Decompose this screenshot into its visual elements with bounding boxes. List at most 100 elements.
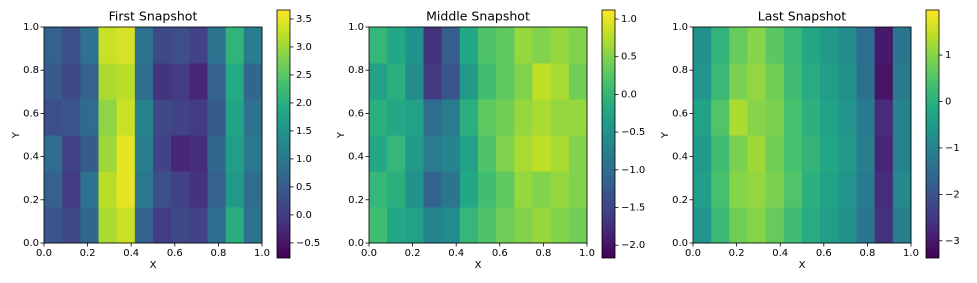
heat-cell	[80, 207, 99, 244]
heat-cell	[693, 207, 712, 244]
x-tick-label: 0.0	[361, 248, 377, 259]
heat-cell	[153, 99, 172, 136]
heat-cell	[514, 27, 533, 64]
heat-cell	[874, 63, 894, 100]
heat-cell	[171, 171, 190, 208]
heat-cell	[783, 63, 803, 100]
colorbar-tick-label: 1.0	[296, 154, 312, 165]
heat-cell	[765, 207, 785, 244]
chart-title: Last Snapshot	[758, 9, 847, 24]
heat-cell	[711, 207, 730, 244]
y-tick-label: 0.8	[348, 65, 364, 76]
heat-cell	[44, 135, 63, 172]
y-tick-label: 1.0	[348, 22, 364, 33]
heat-cell	[532, 27, 552, 64]
heat-cell	[496, 27, 515, 64]
heat-cell	[80, 99, 99, 136]
plot-frame	[692, 26, 912, 244]
heat-cell	[478, 171, 497, 208]
heat-cell	[747, 171, 767, 208]
heat-cell	[532, 99, 552, 136]
heat-cell	[856, 135, 876, 172]
heat-cell	[892, 171, 912, 208]
heat-cell	[478, 99, 497, 136]
heat-cell	[171, 135, 190, 172]
heat-cell	[207, 27, 227, 64]
heat-cell	[838, 99, 857, 136]
heat-cell	[496, 207, 515, 244]
heat-cell	[44, 171, 63, 208]
colorbar	[601, 9, 616, 259]
colorbar-tick-label: 1	[945, 50, 951, 61]
heat-cell	[387, 63, 406, 100]
heat-cell	[765, 135, 785, 172]
x-tick-label: 0.6	[492, 248, 508, 259]
heat-cell	[856, 27, 876, 64]
heat-cell	[189, 63, 208, 100]
heat-cell	[80, 63, 99, 100]
y-tick-label: 1.0	[23, 22, 39, 33]
heat-cell	[478, 135, 497, 172]
heat-cell	[729, 171, 748, 208]
heat-cell	[62, 27, 81, 64]
heat-cell	[405, 27, 424, 64]
colorbar-tick-label: 3.0	[296, 42, 312, 53]
heat-cell	[747, 135, 767, 172]
x-tick-label: 0.8	[859, 248, 875, 259]
colorbar-tick-label: −1	[945, 143, 960, 154]
heat-cell	[892, 63, 912, 100]
heat-cell	[369, 27, 388, 64]
x-tick-label: 0.2	[729, 248, 745, 259]
heat-cell	[98, 27, 118, 64]
heat-cell	[514, 99, 533, 136]
x-tick-label: 1.0	[903, 248, 919, 259]
heat-cell	[225, 63, 245, 100]
y-tick-label: 0.6	[672, 108, 688, 119]
colorbar-tick-label: 0.5	[621, 52, 637, 63]
colorbar-tick-label: 0.0	[296, 210, 312, 221]
colorbar-tick-label: 2.5	[296, 70, 312, 81]
heat-cell	[243, 27, 263, 64]
heat-cell	[838, 27, 857, 64]
heat-cell	[225, 135, 245, 172]
x-tick-label: 0.0	[685, 248, 701, 259]
heat-cell	[729, 99, 748, 136]
heat-cell	[153, 63, 172, 100]
heat-cell	[98, 63, 118, 100]
colorbar-tick-label: −1.5	[621, 202, 645, 213]
heat-cell	[550, 27, 570, 64]
heat-cell	[838, 63, 857, 100]
heat-cell	[116, 135, 136, 172]
heat-cell	[243, 171, 263, 208]
heat-cell	[478, 27, 497, 64]
heat-cell	[892, 207, 912, 244]
chart-title: First Snapshot	[109, 9, 198, 24]
colorbar-tick-label: −0.5	[296, 238, 320, 249]
heat-cell	[747, 99, 767, 136]
heat-cell	[747, 27, 767, 64]
heat-cell	[568, 99, 588, 136]
heat-cell	[729, 63, 748, 100]
colorbar-tick-label: 0.5	[296, 182, 312, 193]
heat-cell	[874, 171, 894, 208]
heat-cell	[116, 27, 136, 64]
heat-cell	[405, 63, 424, 100]
heat-cell	[568, 171, 588, 208]
heat-cell	[134, 99, 154, 136]
heat-cell	[783, 207, 803, 244]
heat-cell	[441, 27, 461, 64]
heat-cell	[765, 63, 785, 100]
heat-cell	[856, 63, 876, 100]
colorbar-tick-label: −2	[945, 189, 960, 200]
heat-cell	[225, 207, 245, 244]
x-tick-label: 0.8	[535, 248, 551, 259]
heat-cell	[783, 27, 803, 64]
heat-cell	[134, 135, 154, 172]
heat-cell	[423, 171, 443, 208]
heat-cell	[405, 207, 424, 244]
heat-cell	[765, 171, 785, 208]
heat-cell	[98, 99, 118, 136]
heat-cell	[874, 27, 894, 64]
colorbar-tick-label: −0.5	[621, 127, 645, 138]
